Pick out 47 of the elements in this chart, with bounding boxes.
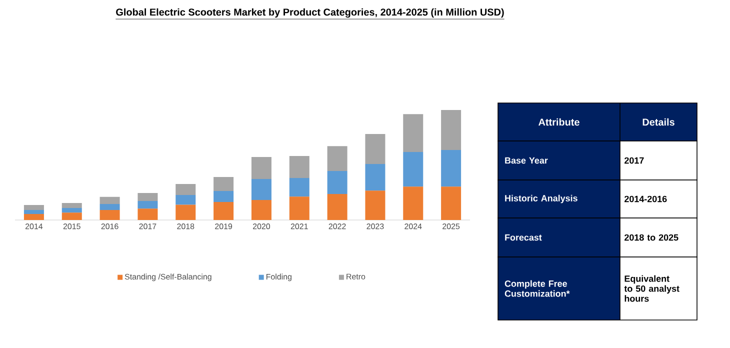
bar [24,210,44,214]
bar [441,110,462,150]
bar [441,186,462,220]
bar [365,134,386,164]
text: Base Year [505,157,548,164]
bar [24,205,44,210]
bar [289,156,310,178]
bar [214,176,234,191]
bar [138,192,158,201]
text: 2017 [624,157,644,164]
bar [100,196,120,204]
text: Equivalent to 50 analyst hours [624,275,680,302]
bar [100,210,120,220]
bar [289,196,310,220]
bar [327,171,348,194]
text: Forecast [505,234,542,241]
text: Historic Analysis [505,194,578,204]
bar [327,194,348,220]
bar [176,184,196,196]
bar [62,203,82,208]
bar [214,202,234,220]
bar [403,152,424,187]
bar [289,178,310,197]
bar [251,200,272,220]
bar [365,190,386,220]
bar [251,178,272,200]
bar [176,195,196,205]
bar [100,204,120,210]
text: Attribute [538,118,580,126]
bar [176,204,196,220]
bar [62,212,82,220]
bar [138,200,158,209]
bar [441,150,462,187]
bar [403,186,424,220]
bar [62,208,82,213]
text: Details [642,118,674,126]
bar [138,208,158,220]
bar [365,164,386,191]
text: Complete Free Customization* [504,280,570,297]
chart-title: Global Electric Scooters Market by Product Categories, 2014-2025 (in Million USD) [116,8,504,18]
bar [403,114,424,152]
text: 2014-2016 [624,196,667,202]
bar [251,156,272,179]
bar [327,146,348,172]
bar [24,214,44,220]
bar [214,190,234,202]
text: 2018 to 2025 [624,234,678,241]
